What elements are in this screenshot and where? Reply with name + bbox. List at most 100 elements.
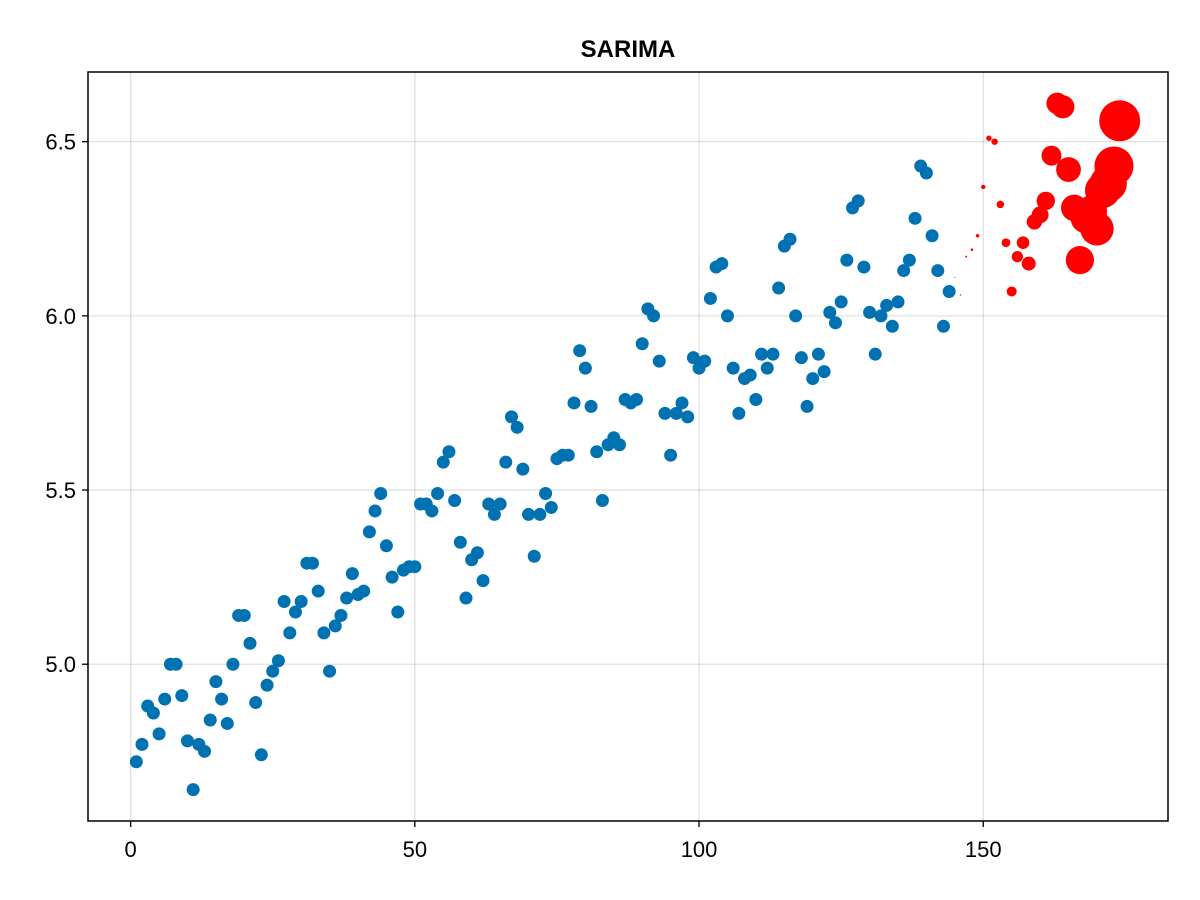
observed-point (522, 507, 536, 521)
observed-point (203, 713, 217, 727)
forecast-point (1016, 236, 1030, 250)
observed-point (863, 305, 877, 319)
grid-lines (88, 72, 1168, 821)
observed-point (891, 295, 905, 309)
observed-point (669, 406, 683, 420)
observed-point (675, 396, 689, 410)
observed-point (448, 493, 462, 507)
observed-point (794, 351, 808, 365)
observed-point (823, 305, 837, 319)
data-points (129, 92, 1141, 797)
observed-point (152, 727, 166, 741)
observed-point (720, 309, 734, 323)
observed-point (772, 281, 786, 295)
observed-point (482, 497, 496, 511)
observed-point (783, 232, 797, 246)
tick-labels: 0 50 100 150 5.0 5.5 6.0 6.5 (45, 130, 1001, 862)
y-tick-label: 5.5 (45, 478, 76, 503)
observed-point (897, 264, 911, 278)
observed-point (334, 608, 348, 622)
observed-point (374, 487, 388, 501)
chart-title: SARIMA (581, 36, 676, 63)
observed-point (283, 626, 297, 640)
forecast-point (1056, 157, 1081, 182)
observed-point (743, 368, 757, 382)
observed-point (487, 507, 501, 521)
observed-point (931, 264, 945, 278)
observed-point (243, 636, 257, 650)
forecast-point (1080, 212, 1114, 246)
observed-point (851, 194, 865, 208)
observed-point (442, 445, 456, 459)
forecast-point (981, 184, 986, 190)
observed-point (198, 744, 212, 758)
observed-point (919, 166, 933, 180)
forecast-point (954, 277, 956, 279)
observed-point (902, 253, 916, 267)
observed-point (169, 657, 183, 671)
observed-point (453, 535, 467, 549)
observed-point (237, 608, 251, 622)
observed-point (925, 229, 939, 243)
observed-point (362, 525, 376, 539)
observed-point (732, 406, 746, 420)
observed-point (647, 309, 661, 323)
x-tick-label: 50 (403, 837, 427, 862)
observed-point (391, 605, 405, 619)
observed-point (612, 438, 626, 452)
observed-point (942, 284, 956, 298)
x-tick-label: 0 (125, 837, 137, 862)
observed-point (880, 298, 894, 312)
observed-point (215, 692, 229, 706)
forecast-point (959, 294, 962, 296)
forecast-point (996, 200, 1005, 209)
observed-point (158, 692, 172, 706)
observed-point (516, 462, 530, 476)
forecast-point (1099, 100, 1141, 142)
observed-point (323, 664, 337, 678)
observed-point (936, 319, 950, 333)
forecast-point (986, 135, 992, 141)
observed-point (385, 570, 399, 584)
observed-point (834, 295, 848, 309)
observed-point (755, 347, 769, 361)
observed-point (567, 396, 581, 410)
observed-point (459, 591, 473, 605)
observed-point (561, 448, 575, 462)
observed-point (317, 626, 331, 640)
forecast-point (1031, 206, 1049, 224)
observed-point (698, 354, 712, 368)
observed-point (436, 455, 450, 469)
observed-point (186, 783, 200, 797)
observed-point (868, 347, 882, 361)
plot-frame (87, 71, 1169, 822)
observed-point (544, 500, 558, 514)
observed-point (249, 696, 263, 710)
forecast-point (991, 138, 998, 145)
observed-point (857, 260, 871, 274)
observed-point (806, 372, 820, 386)
observed-point (277, 595, 291, 609)
observed-point (476, 574, 490, 588)
observed-point (271, 654, 285, 668)
observed-point (135, 737, 149, 751)
observed-point (209, 675, 223, 689)
observed-point (328, 619, 342, 633)
observed-point (294, 595, 308, 609)
observed-point (840, 253, 854, 267)
observed-point (311, 584, 325, 598)
x-tick-label: 150 (965, 837, 1002, 862)
observed-point (368, 504, 382, 518)
observed-point (254, 748, 268, 762)
observed-point (828, 316, 842, 330)
observed-point (425, 504, 439, 518)
observed-point (578, 361, 592, 375)
observed-point (306, 556, 320, 570)
observed-point (527, 549, 541, 563)
observed-point (811, 347, 825, 361)
y-tick-label: 5.0 (45, 652, 76, 677)
forecast-point (1001, 238, 1011, 248)
observed-point (664, 448, 678, 462)
forecast-point (1011, 250, 1024, 263)
